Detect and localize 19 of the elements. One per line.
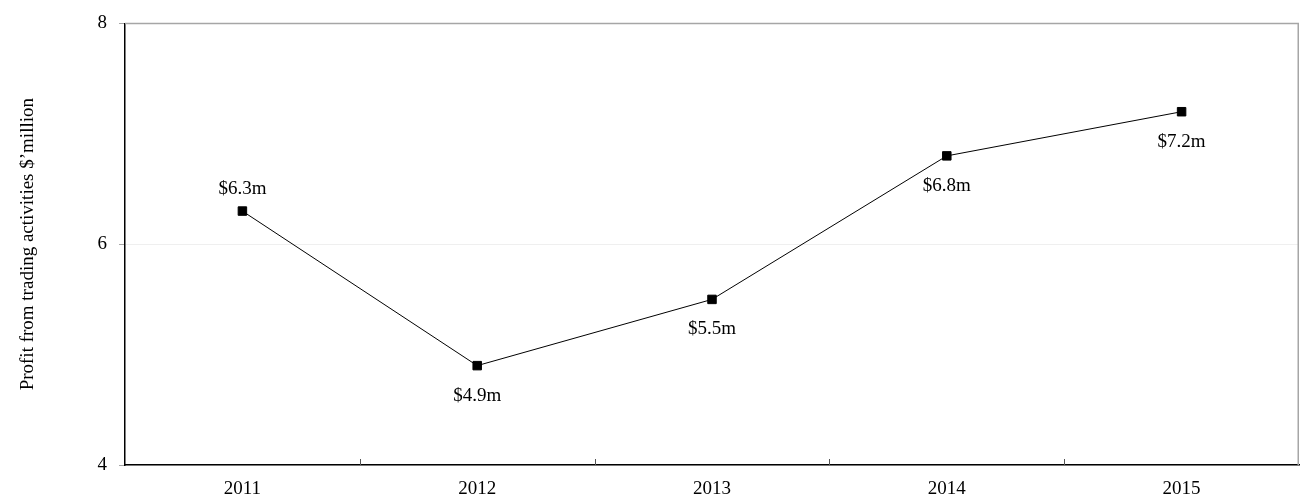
x-tick-label: 2011 bbox=[223, 477, 262, 499]
point bbox=[472, 360, 482, 371]
y-axis-title: Profit from trading activities $’million bbox=[16, 97, 38, 391]
data-label: $6.8m bbox=[922, 173, 972, 195]
data-label: $7.2m bbox=[1157, 129, 1206, 151]
x-tick-label: 2014 bbox=[927, 477, 967, 499]
point bbox=[237, 206, 248, 216]
x-tick-label: 2012 bbox=[458, 477, 497, 499]
x-tick-label: 2013 bbox=[693, 477, 731, 499]
data-label: $4.9m bbox=[453, 383, 502, 405]
y-tick-label: 4 bbox=[97, 452, 108, 474]
y-tick-label: 8 bbox=[97, 11, 107, 33]
data-label: $6.3m bbox=[218, 177, 267, 199]
data-label: $5.5m bbox=[687, 317, 737, 339]
point bbox=[707, 294, 717, 305]
point bbox=[942, 151, 952, 161]
y-tick-label: 6 bbox=[97, 232, 107, 254]
point bbox=[1176, 106, 1187, 117]
x-tick-label: 2015 bbox=[1162, 477, 1201, 499]
